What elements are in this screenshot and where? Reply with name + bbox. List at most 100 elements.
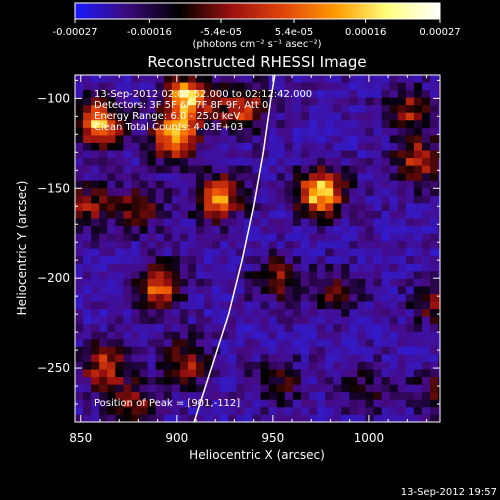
heatmap-cell — [317, 392, 326, 401]
heatmap-cell — [397, 316, 407, 325]
heatmap-cell — [123, 369, 133, 378]
heatmap-cell — [333, 195, 342, 204]
heatmap-cell — [115, 384, 125, 393]
heatmap-cell — [349, 158, 358, 167]
heatmap-cell — [187, 331, 197, 340]
heatmap-cell — [341, 369, 350, 378]
heatmap-cell — [308, 120, 318, 129]
heatmap-cell — [75, 218, 84, 227]
heatmap-cell — [308, 135, 318, 144]
heatmap-cell — [83, 271, 92, 280]
heatmap-cell — [228, 278, 237, 288]
heatmap-cell — [171, 278, 181, 288]
axis-ticks: 850 900 950 1000−100−150−200−250 — [37, 75, 440, 445]
heatmap-cell — [341, 392, 350, 401]
heatmap-cell — [204, 142, 213, 152]
heatmap-cell — [421, 127, 431, 137]
heatmap-cell — [147, 210, 157, 220]
heatmap-cell — [228, 210, 237, 220]
heatmap-cell — [357, 165, 367, 174]
heatmap-cell — [83, 210, 92, 220]
heatmap-cell — [284, 354, 294, 363]
heatmap-cell — [389, 120, 399, 129]
heatmap-cell — [373, 127, 383, 137]
heatmap-cell — [397, 263, 407, 272]
heatmap-cell — [115, 218, 125, 227]
heatmap-cell — [260, 339, 270, 348]
heatmap-cell — [139, 112, 149, 121]
heatmap-cell — [139, 75, 149, 84]
heatmap-cell — [139, 256, 149, 265]
heatmap-cell — [365, 210, 375, 220]
heatmap-cell — [115, 241, 125, 250]
heatmap-cell — [430, 256, 439, 265]
heatmap-cell — [357, 218, 367, 227]
heatmap-cell — [430, 127, 439, 137]
heatmap-cell — [430, 180, 439, 189]
heatmap-cell — [317, 105, 326, 114]
heatmap-cell — [365, 218, 375, 227]
heatmap-cell — [284, 173, 294, 182]
heatmap-cell — [317, 346, 326, 355]
heatmap-cell — [349, 248, 358, 257]
heatmap-cell — [244, 316, 254, 325]
heatmap-cell — [212, 226, 221, 235]
heatmap-cell — [260, 120, 270, 129]
heatmap-cell — [413, 414, 423, 422]
heatmap-cell — [83, 90, 92, 99]
heatmap-cell — [413, 354, 423, 363]
heatmap-cell — [349, 241, 358, 250]
heatmap-cell — [155, 226, 165, 235]
heatmap-cell — [421, 377, 431, 386]
heatmap-cell — [83, 331, 92, 340]
heatmap-cell — [300, 105, 310, 114]
heatmap-cell — [300, 309, 310, 318]
heatmap-cell — [115, 75, 125, 84]
heatmap-cell — [438, 392, 440, 401]
heatmap-cell — [413, 339, 423, 348]
heatmap-cell — [228, 324, 237, 333]
heatmap-cell — [284, 150, 294, 159]
heatmap-cell — [99, 422, 108, 430]
heatmap-cell — [83, 278, 92, 288]
heatmap-cell — [196, 422, 205, 430]
heatmap-cell — [292, 135, 302, 144]
heatmap-cell — [365, 399, 375, 408]
heatmap-cell — [171, 346, 181, 355]
heatmap-cell — [284, 180, 294, 189]
heatmap-cell — [115, 105, 125, 114]
heatmap-cell — [357, 120, 367, 129]
heatmap-cell — [446, 407, 455, 415]
heatmap-cell — [438, 309, 440, 318]
heatmap-cell — [179, 354, 189, 363]
heatmap-cell — [179, 195, 189, 204]
heatmap-cell — [284, 127, 294, 137]
heatmap-cell — [284, 195, 294, 204]
heatmap-cell — [300, 339, 310, 348]
heatmap-cell — [83, 293, 92, 303]
heatmap-cell — [389, 399, 399, 408]
heatmap-cell — [421, 263, 431, 272]
heatmap-cell — [147, 180, 157, 189]
heatmap-cell — [107, 226, 116, 235]
heatmap-cell — [155, 188, 165, 197]
heatmap-cell — [300, 271, 310, 280]
heatmap-cell — [430, 293, 439, 303]
heatmap-cell — [236, 188, 246, 197]
heatmap-cell — [333, 90, 342, 99]
heatmap-cell — [333, 142, 342, 152]
heatmap-cell — [171, 218, 181, 227]
heatmap-cell — [91, 97, 100, 106]
heatmap-cell — [389, 361, 399, 371]
heatmap-cell — [83, 399, 92, 408]
heatmap-cell — [317, 226, 326, 235]
heatmap-cell — [99, 218, 108, 227]
heatmap-cell — [187, 414, 197, 422]
heatmap-cell — [196, 263, 205, 272]
heatmap-cell — [357, 384, 367, 393]
heatmap-cell — [341, 414, 350, 422]
heatmap-cell — [187, 180, 197, 189]
heatmap-cell — [131, 241, 141, 250]
heatmap-cell — [317, 180, 326, 189]
heatmap-cell — [268, 180, 278, 189]
